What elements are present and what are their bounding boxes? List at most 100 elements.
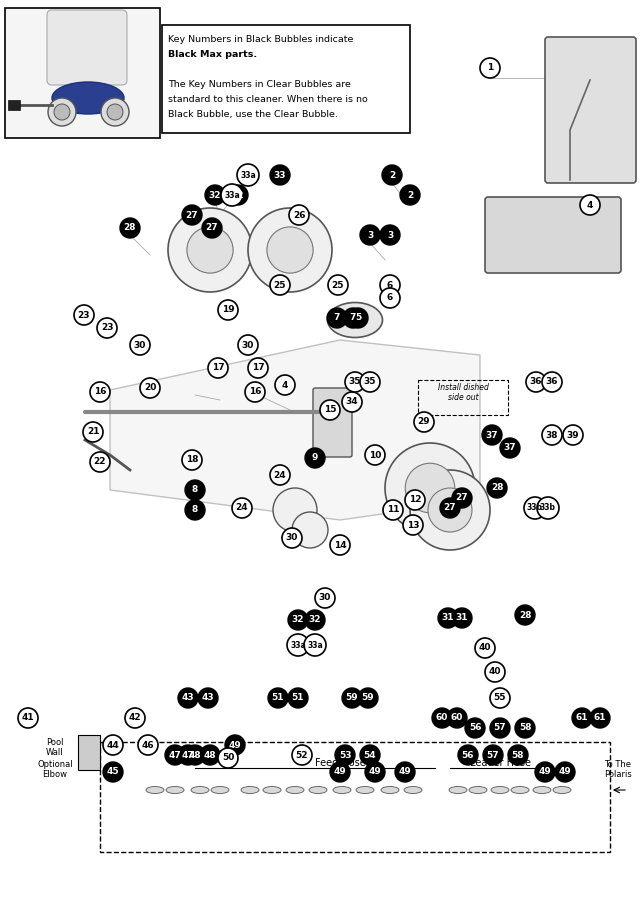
Circle shape [273,488,317,532]
Text: 28: 28 [490,483,503,492]
Bar [8,100,20,110]
Text: 20: 20 [144,383,156,392]
Circle shape [395,762,415,782]
Text: 7: 7 [350,313,356,322]
Circle shape [330,762,350,782]
Circle shape [168,208,252,292]
Text: Black Max parts.: Black Max parts. [168,50,257,59]
Text: 24: 24 [236,503,248,512]
Text: 58: 58 [512,751,525,760]
Text: 28: 28 [124,223,136,232]
Circle shape [345,372,365,392]
Ellipse shape [356,787,374,794]
Text: 49: 49 [399,768,412,777]
Text: 60: 60 [451,714,463,723]
FancyBboxPatch shape [485,197,621,273]
Circle shape [447,708,467,728]
Ellipse shape [286,787,304,794]
Text: 30: 30 [242,340,254,349]
Text: 43: 43 [182,694,195,703]
Circle shape [405,490,425,510]
Circle shape [482,425,502,445]
Circle shape [305,610,325,630]
Circle shape [360,225,380,245]
Text: 6: 6 [387,293,393,302]
Circle shape [270,165,290,185]
Text: 55: 55 [494,694,507,703]
Circle shape [515,605,535,625]
Circle shape [120,218,140,238]
Text: 58: 58 [519,724,531,733]
Circle shape [304,634,326,656]
Circle shape [97,318,117,338]
Text: 46: 46 [142,741,154,750]
Text: 47: 47 [169,751,182,760]
FancyBboxPatch shape [47,10,127,85]
Text: 26: 26 [293,211,305,220]
Text: 27: 27 [456,493,468,502]
Circle shape [18,708,38,728]
Circle shape [90,452,110,472]
Text: 17: 17 [212,364,224,373]
Circle shape [225,735,245,755]
Text: 33b: 33b [540,503,556,512]
Circle shape [343,308,363,328]
Circle shape [475,638,495,658]
Text: 5: 5 [355,313,361,322]
Text: 4: 4 [282,381,288,390]
Circle shape [327,308,347,328]
Circle shape [268,688,288,708]
Circle shape [330,535,350,555]
Circle shape [428,488,472,532]
Circle shape [83,422,103,442]
Text: 25: 25 [332,281,344,290]
Text: 33a: 33a [240,170,256,179]
Text: 27: 27 [205,223,218,232]
Circle shape [185,480,205,500]
FancyBboxPatch shape [313,388,352,457]
Text: Feed Hose: Feed Hose [315,758,365,768]
Circle shape [500,438,520,458]
Text: 59: 59 [361,694,374,703]
Circle shape [348,308,368,328]
Ellipse shape [327,302,383,338]
Text: 8: 8 [192,506,198,515]
Text: 21: 21 [87,428,100,436]
Text: 12: 12 [409,496,421,505]
Circle shape [572,708,592,728]
Ellipse shape [469,787,487,794]
Circle shape [288,688,308,708]
Circle shape [237,164,259,186]
Circle shape [140,378,160,398]
Circle shape [380,225,400,245]
Circle shape [440,498,460,518]
Circle shape [320,400,340,420]
Circle shape [54,104,70,120]
Text: 49: 49 [229,741,241,750]
Text: 47: 47 [182,751,195,760]
Text: 6: 6 [387,281,393,290]
Circle shape [452,488,472,508]
Ellipse shape [553,787,571,794]
Ellipse shape [241,787,259,794]
Ellipse shape [309,787,327,794]
Text: 49: 49 [334,768,347,777]
Circle shape [208,358,228,378]
Ellipse shape [166,787,184,794]
Circle shape [487,478,507,498]
Circle shape [485,662,505,682]
Text: 32: 32 [291,616,304,625]
Circle shape [508,745,528,765]
Text: 31: 31 [456,614,468,623]
Text: 30: 30 [134,340,146,349]
Text: 42: 42 [128,714,141,723]
Circle shape [405,464,455,513]
Text: 37: 37 [486,430,498,439]
Circle shape [267,227,313,273]
Ellipse shape [211,787,229,794]
Circle shape [292,512,328,548]
Text: 33a: 33a [290,641,306,650]
Text: Leader Hose: Leader Hose [469,758,530,768]
Circle shape [490,688,510,708]
Text: Key Numbers in Black Bubbles indicate: Key Numbers in Black Bubbles indicate [168,35,353,44]
